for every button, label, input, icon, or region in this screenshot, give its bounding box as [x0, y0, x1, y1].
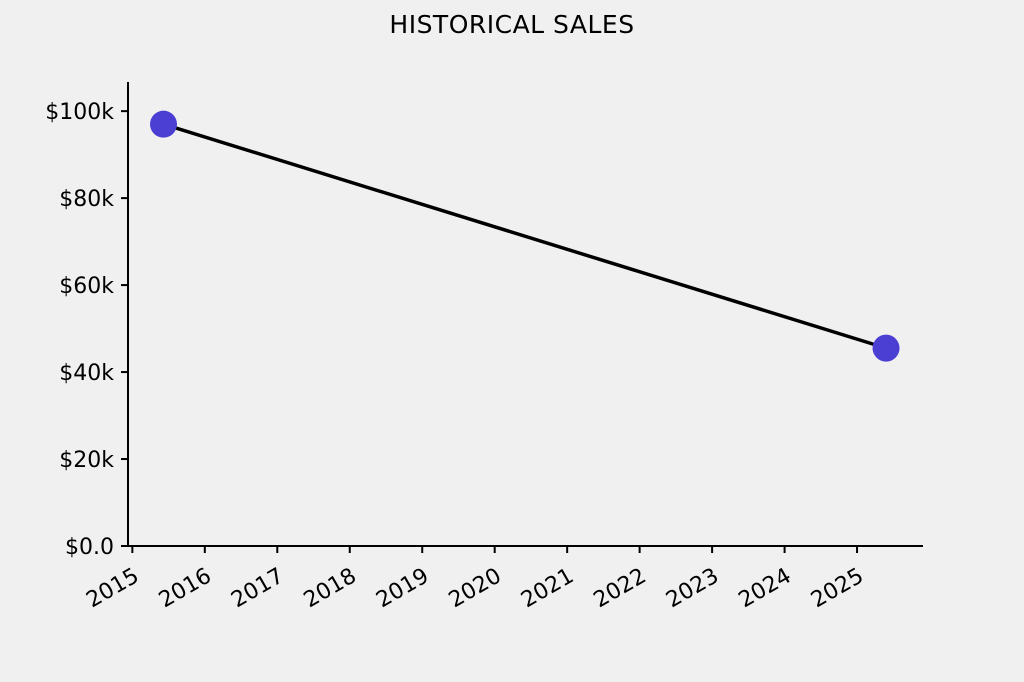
- y-axis-tick-label: $60k: [59, 274, 114, 299]
- sales-trend-line: [161, 122, 888, 350]
- y-axis-tick-label: $20k: [59, 448, 114, 473]
- y-axis-tick-label: $80k: [59, 187, 114, 212]
- y-axis-tick-label: $40k: [59, 361, 114, 386]
- x-axis-tick-label: 2016: [155, 564, 216, 614]
- data-point-marker: [150, 110, 178, 138]
- x-axis-tick-label: 2025: [807, 564, 868, 614]
- chart-title: HISTORICAL SALES: [389, 10, 635, 39]
- x-axis-tick-label: 2015: [82, 564, 143, 614]
- y-axis-tick-label: $0.0: [65, 535, 114, 560]
- x-axis-tick-label: 2024: [735, 564, 796, 614]
- x-axis-tick-label: 2019: [372, 564, 433, 614]
- x-axis-tick-label: 2022: [590, 564, 651, 614]
- y-axis-tick-label: $100k: [45, 100, 114, 125]
- data-point-marker: [872, 334, 900, 362]
- x-axis-tick-label: 2021: [517, 564, 578, 614]
- x-axis-tick-label: 2018: [300, 564, 361, 614]
- x-axis-tick-label: 2017: [227, 564, 288, 614]
- x-axis-tick-label: 2020: [445, 564, 506, 614]
- x-axis-tick-label: 2023: [662, 564, 723, 614]
